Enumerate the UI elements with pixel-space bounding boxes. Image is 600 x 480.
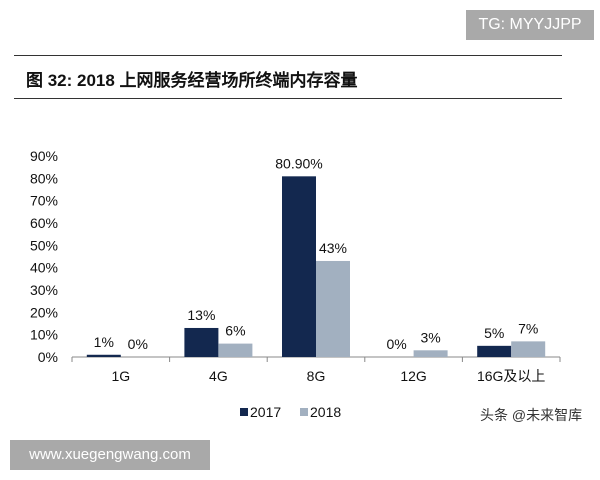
y-tick-label: 40%	[30, 260, 58, 276]
data-label-2018: 43%	[319, 240, 347, 256]
x-tick-label: 1G	[111, 368, 130, 384]
y-tick-label: 50%	[30, 237, 58, 253]
bar-2018	[511, 341, 546, 357]
chart-title: 图 32: 2018 上网服务经营场所终端内存容量	[26, 71, 358, 90]
data-label-2017: 5%	[484, 325, 504, 341]
y-tick-label: 20%	[30, 304, 58, 320]
y-tick-label: 0%	[38, 349, 58, 365]
bar-2017	[86, 354, 121, 357]
y-tick-label: 30%	[30, 282, 58, 298]
watermark-top: TG: MYYJJPP	[466, 10, 594, 40]
x-tick-label: 12G	[400, 368, 426, 384]
data-label-2018: 7%	[518, 320, 538, 336]
legend-swatch-2018	[300, 408, 308, 416]
data-label-2018: 3%	[420, 329, 440, 345]
title-bottom-rule	[14, 98, 562, 99]
y-tick-label: 80%	[30, 170, 58, 186]
legend-label-2018: 2018	[310, 404, 341, 420]
y-tick-label: 70%	[30, 193, 58, 209]
data-label-2017: 1%	[94, 334, 114, 350]
bar-2018	[316, 260, 350, 357]
data-label-2017: 80.90%	[275, 155, 322, 171]
y-tick-label: 10%	[30, 327, 58, 343]
x-tick-label: 16G及以上	[477, 368, 545, 384]
data-label-2018: 0%	[128, 336, 148, 352]
bar-2017	[184, 327, 219, 357]
bar-2017	[477, 345, 512, 357]
title-top-rule	[14, 55, 562, 56]
y-tick-label: 60%	[30, 215, 58, 231]
bar-2017	[282, 176, 316, 357]
data-label-2018: 6%	[225, 323, 245, 339]
x-tick-label: 8G	[307, 368, 326, 384]
legend-swatch-2017	[240, 408, 248, 416]
data-label-2017: 0%	[386, 336, 406, 352]
watermark-bottom: www.xuegengwang.com	[10, 440, 210, 470]
legend-label-2017: 2017	[250, 404, 281, 420]
source-label: 头条 @未来智库	[480, 407, 583, 423]
data-label-2017: 13%	[187, 307, 215, 323]
bar-2018	[413, 350, 448, 357]
bar-2018	[218, 343, 253, 357]
y-tick-label: 90%	[30, 148, 58, 164]
x-tick-label: 4G	[209, 368, 228, 384]
